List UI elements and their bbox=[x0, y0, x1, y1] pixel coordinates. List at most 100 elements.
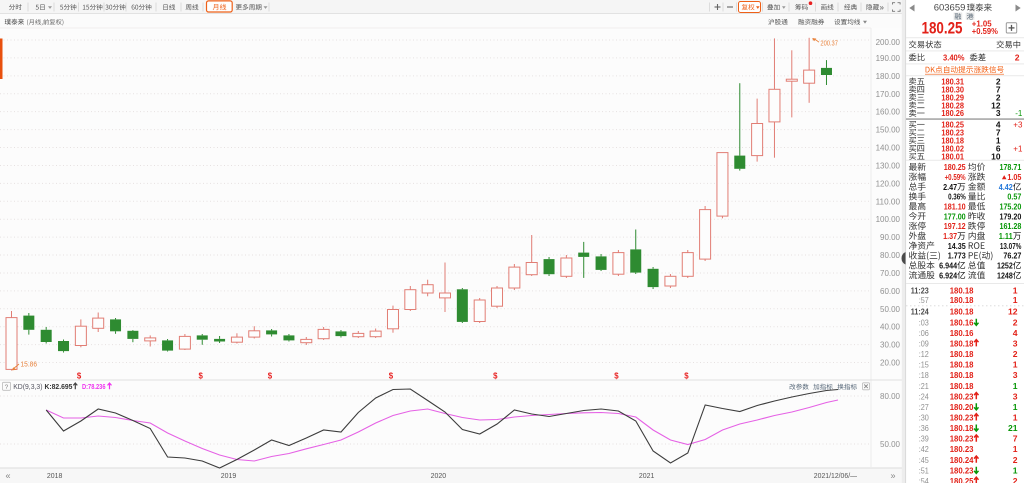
svg-text:$: $ bbox=[77, 371, 82, 380]
svg-text:180.23: 180.23 bbox=[941, 127, 964, 137]
svg-text:$: $ bbox=[493, 371, 498, 380]
svg-text::03: :03 bbox=[919, 317, 929, 327]
svg-text:180.25: 180.25 bbox=[950, 476, 974, 483]
svg-text:180.18: 180.18 bbox=[950, 370, 974, 380]
svg-text::27: :27 bbox=[919, 402, 929, 412]
svg-text:1252: 1252 bbox=[997, 261, 1013, 271]
svg-text::15: :15 bbox=[919, 360, 929, 370]
svg-text:140.00: 140.00 bbox=[876, 143, 901, 153]
svg-text:180.30: 180.30 bbox=[941, 84, 964, 94]
svg-text::12: :12 bbox=[919, 349, 929, 359]
svg-text:1.37: 1.37 bbox=[943, 231, 957, 241]
svg-text:6.944: 6.944 bbox=[939, 261, 957, 271]
svg-text::06: :06 bbox=[919, 328, 929, 338]
svg-text:30.00: 30.00 bbox=[880, 340, 900, 350]
svg-text:76.27: 76.27 bbox=[1003, 251, 1021, 261]
svg-text:200.37: 200.37 bbox=[820, 39, 838, 48]
svg-text:»: » bbox=[880, 3, 885, 12]
svg-text:180.25: 180.25 bbox=[941, 120, 964, 130]
svg-text:160.00: 160.00 bbox=[876, 107, 901, 117]
svg-text:180.16: 180.16 bbox=[950, 328, 974, 338]
svg-text::30: :30 bbox=[919, 413, 929, 423]
svg-text:120.00: 120.00 bbox=[876, 178, 901, 188]
svg-text::39: :39 bbox=[919, 434, 929, 444]
svg-text:180.18: 180.18 bbox=[950, 307, 974, 317]
svg-text:70.00: 70.00 bbox=[880, 268, 900, 278]
svg-text:11:23: 11:23 bbox=[911, 285, 929, 295]
svg-text:1: 1 bbox=[1013, 381, 1018, 391]
svg-text:1.05: 1.05 bbox=[1007, 172, 1021, 182]
svg-text:13.07%: 13.07% bbox=[1000, 241, 1022, 251]
svg-text:2018: 2018 bbox=[47, 471, 63, 480]
svg-text:180.23: 180.23 bbox=[950, 391, 974, 401]
svg-text:180.18: 180.18 bbox=[950, 360, 974, 370]
svg-text:1: 1 bbox=[1013, 444, 1018, 454]
svg-text:3: 3 bbox=[1013, 370, 1018, 380]
svg-text:197.12: 197.12 bbox=[944, 221, 966, 231]
svg-text:180.16: 180.16 bbox=[950, 317, 974, 327]
svg-text::21: :21 bbox=[919, 381, 929, 391]
svg-text:14.35: 14.35 bbox=[948, 241, 966, 251]
svg-text::51: :51 bbox=[919, 465, 929, 475]
svg-text:175.20: 175.20 bbox=[999, 201, 1021, 211]
svg-text:190.00: 190.00 bbox=[876, 53, 901, 63]
svg-text:2: 2 bbox=[1013, 476, 1018, 483]
svg-text:2: 2 bbox=[996, 92, 1001, 102]
svg-text:4.42: 4.42 bbox=[999, 182, 1013, 192]
svg-text:0.36%: 0.36% bbox=[948, 192, 966, 202]
svg-text:+3: +3 bbox=[1013, 121, 1023, 130]
svg-text:50.00: 50.00 bbox=[880, 439, 900, 449]
svg-text:K:82.695: K:82.695 bbox=[45, 382, 74, 391]
svg-text:1: 1 bbox=[1013, 295, 1018, 305]
svg-text:150.00: 150.00 bbox=[876, 125, 901, 135]
svg-text::57: :57 bbox=[919, 295, 929, 305]
svg-text:110.00: 110.00 bbox=[876, 196, 901, 206]
svg-text:180.18: 180.18 bbox=[950, 285, 974, 295]
svg-text:«: « bbox=[5, 470, 10, 480]
svg-text:0.57: 0.57 bbox=[1007, 192, 1021, 202]
svg-text:3: 3 bbox=[1013, 338, 1018, 348]
svg-text:200.00: 200.00 bbox=[876, 37, 901, 47]
svg-text:3.40%: 3.40% bbox=[943, 52, 965, 62]
svg-text:7: 7 bbox=[996, 127, 1001, 137]
svg-text:3: 3 bbox=[996, 108, 1001, 118]
svg-text:80.00: 80.00 bbox=[880, 250, 900, 260]
svg-text:1: 1 bbox=[1013, 402, 1018, 412]
svg-text:2.47: 2.47 bbox=[943, 182, 957, 192]
svg-text:40.00: 40.00 bbox=[880, 322, 900, 332]
svg-text:4: 4 bbox=[1013, 328, 1018, 338]
svg-text:»: » bbox=[890, 470, 895, 480]
svg-text:$: $ bbox=[199, 371, 204, 380]
svg-text:180.23: 180.23 bbox=[950, 434, 974, 444]
svg-text:180.18: 180.18 bbox=[941, 135, 964, 145]
svg-text:180.18: 180.18 bbox=[950, 295, 974, 305]
svg-text:?: ? bbox=[5, 384, 9, 391]
svg-text:80.00: 80.00 bbox=[880, 391, 900, 401]
svg-text:180.18: 180.18 bbox=[950, 349, 974, 359]
svg-text:181.10: 181.10 bbox=[944, 201, 966, 211]
svg-text::24: :24 bbox=[919, 391, 929, 401]
svg-text:$: $ bbox=[268, 371, 273, 380]
svg-text:1: 1 bbox=[1013, 285, 1018, 295]
svg-text:170.00: 170.00 bbox=[876, 89, 901, 99]
svg-text:21: 21 bbox=[1008, 423, 1018, 433]
svg-text:2021/12/06/—: 2021/12/06/— bbox=[814, 471, 858, 480]
svg-text:1: 1 bbox=[1013, 465, 1018, 475]
svg-text:2: 2 bbox=[1013, 349, 1018, 359]
svg-text::09: :09 bbox=[919, 338, 929, 348]
svg-text:2020: 2020 bbox=[431, 471, 447, 480]
svg-text:+1: +1 bbox=[1013, 144, 1023, 153]
svg-text:KD(9,3,3): KD(9,3,3) bbox=[13, 382, 43, 391]
svg-text:2021: 2021 bbox=[639, 471, 655, 480]
svg-text:3: 3 bbox=[1013, 391, 1018, 401]
svg-text:2: 2 bbox=[1015, 52, 1020, 62]
svg-text:-1: -1 bbox=[1015, 109, 1023, 118]
svg-text:1: 1 bbox=[996, 135, 1001, 145]
svg-text:20.00: 20.00 bbox=[880, 358, 900, 368]
svg-text:1.11: 1.11 bbox=[999, 231, 1013, 241]
svg-text:$: $ bbox=[684, 371, 689, 380]
svg-text:6.924: 6.924 bbox=[939, 270, 957, 280]
svg-text:10: 10 bbox=[991, 151, 1001, 161]
svg-text:2: 2 bbox=[1013, 317, 1018, 327]
svg-text:180.18: 180.18 bbox=[950, 423, 974, 433]
